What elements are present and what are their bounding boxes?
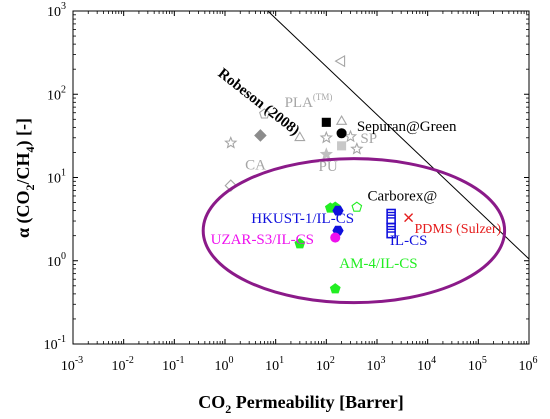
data-point-rect-hatch [386,208,396,225]
annotation-label: Sepuran@Green [357,119,457,135]
cross-stroke [404,213,414,223]
x-tick-label: 10-2 [111,355,133,374]
data-point-rect-hatch [386,222,396,239]
data-point-pentagon [329,283,341,294]
hatch-box [386,208,396,225]
data-point-cross [404,213,414,223]
annotation-label: HKUST-1/IL-CS [251,211,354,227]
y-tick-label: 100 [47,251,66,270]
x-tick-label: 10-1 [162,355,184,374]
y-tick-label: 10-1 [44,334,66,353]
data-point-triangle [294,131,306,142]
x-tick-label: 10-3 [61,355,83,374]
annotation-label: SP [360,131,377,147]
data-point-square [337,141,347,151]
tick-labels: 10-3 10-2 10-1 100 101 102 103 104 105 106 10-1 100… [44,1,538,374]
data-points [224,54,414,294]
y-tick-label: 103 [47,1,66,20]
data-point-pentagon [324,202,336,213]
annotation-label: PU [318,159,337,175]
data-point-star [350,141,364,155]
data-point-triangle-left [334,54,346,68]
x-tick-label: 105 [468,355,487,374]
x-tick-label: 104 [417,355,436,374]
robeson-upper-bound-line [267,10,530,260]
x-tick-label: 100 [215,355,234,374]
x-axis-title: CO2 Permeability [Barrer] [198,392,404,416]
annotation-label: Carborex@ [368,188,438,204]
plot-area [72,10,530,345]
data-point-triangle [335,114,348,125]
y-tick-label: 101 [47,168,66,187]
data-point-star [319,147,333,160]
annotation-label: AM-4/IL-CS [339,256,417,272]
data-point-circle [336,128,347,139]
annotation-label: CA [245,157,266,173]
data-point-circle [330,232,341,243]
data-point-diamond [254,129,267,142]
x-tick-label: 101 [265,355,284,374]
y-tick-label: 102 [47,84,66,103]
annotation-label: PLA(TM) [285,92,333,111]
data-point-pentagon [259,108,270,119]
y-axis-title: α (CO2/CH4) [-] [13,118,37,238]
annotation-label: PDMS (Sulzer) [415,222,502,237]
annotation-label: IL-CS [390,233,428,249]
data-point-hexagon [332,205,344,216]
data-point-pentagon [294,238,306,249]
data-point-square [321,117,331,127]
axis-ticks [72,10,530,345]
data-point-pentagon [351,201,363,212]
annotation-label: UZAR-S3/IL-CS [211,232,314,248]
highlight-ellipse [201,157,507,305]
hatch-box [386,222,396,239]
x-tick-label: 102 [316,355,335,374]
data-point-star [224,135,238,149]
data-point-star [343,129,358,143]
x-tick-label: 103 [367,355,386,374]
data-point-star [319,130,333,144]
x-tick-label: 106 [519,355,538,374]
